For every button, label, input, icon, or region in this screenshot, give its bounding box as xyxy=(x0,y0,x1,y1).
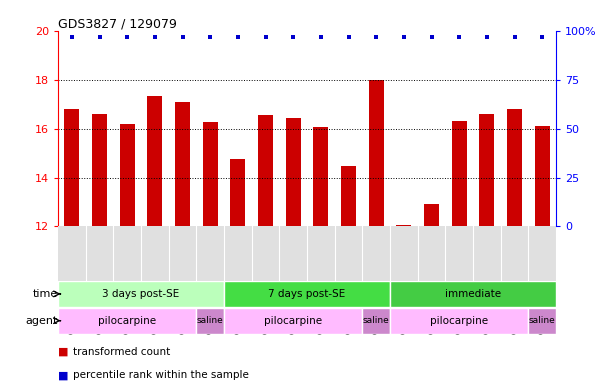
Bar xyxy=(535,126,550,227)
Bar xyxy=(120,124,135,227)
Point xyxy=(95,34,104,40)
Point xyxy=(455,34,464,40)
Bar xyxy=(529,308,556,334)
Bar xyxy=(224,308,362,334)
Bar xyxy=(58,281,224,307)
Bar xyxy=(92,114,107,227)
Bar xyxy=(224,281,390,307)
Bar xyxy=(424,204,439,227)
Point xyxy=(233,34,243,40)
Text: 7 days post-SE: 7 days post-SE xyxy=(268,289,346,299)
Text: transformed count: transformed count xyxy=(73,347,170,357)
Point xyxy=(399,34,409,40)
Point xyxy=(537,34,547,40)
Text: time: time xyxy=(32,289,57,299)
Bar xyxy=(479,114,494,227)
Point xyxy=(426,34,436,40)
Text: saline: saline xyxy=(197,316,224,325)
Bar xyxy=(203,122,218,227)
Point xyxy=(261,34,271,40)
Bar xyxy=(196,308,224,334)
Bar xyxy=(175,102,190,227)
Bar xyxy=(147,96,163,227)
Text: percentile rank within the sample: percentile rank within the sample xyxy=(73,370,249,380)
Bar xyxy=(452,121,467,227)
Bar xyxy=(390,281,556,307)
Bar xyxy=(390,308,529,334)
Point xyxy=(316,34,326,40)
Bar xyxy=(368,79,384,227)
Bar xyxy=(341,167,356,227)
Bar xyxy=(258,115,273,227)
Point xyxy=(122,34,132,40)
Point xyxy=(482,34,492,40)
Point xyxy=(371,34,381,40)
Bar xyxy=(64,109,79,227)
Bar xyxy=(58,308,196,334)
Text: saline: saline xyxy=(363,316,390,325)
Text: GDS3827 / 129079: GDS3827 / 129079 xyxy=(58,18,177,31)
Point xyxy=(288,34,298,40)
Point xyxy=(343,34,353,40)
Bar xyxy=(397,225,411,227)
Text: saline: saline xyxy=(529,316,555,325)
Bar xyxy=(313,127,329,227)
Point xyxy=(205,34,215,40)
Text: pilocarpine: pilocarpine xyxy=(264,316,322,326)
Bar xyxy=(507,109,522,227)
Point xyxy=(178,34,188,40)
Text: pilocarpine: pilocarpine xyxy=(430,316,488,326)
Bar xyxy=(285,118,301,227)
Point xyxy=(67,34,77,40)
Text: 3 days post-SE: 3 days post-SE xyxy=(103,289,180,299)
Point xyxy=(150,34,159,40)
Text: ■: ■ xyxy=(58,370,72,380)
Text: agent: agent xyxy=(25,316,57,326)
Text: immediate: immediate xyxy=(445,289,501,299)
Text: ■: ■ xyxy=(58,347,72,357)
Bar xyxy=(362,308,390,334)
Point xyxy=(510,34,519,40)
Bar xyxy=(230,159,246,227)
Text: pilocarpine: pilocarpine xyxy=(98,316,156,326)
